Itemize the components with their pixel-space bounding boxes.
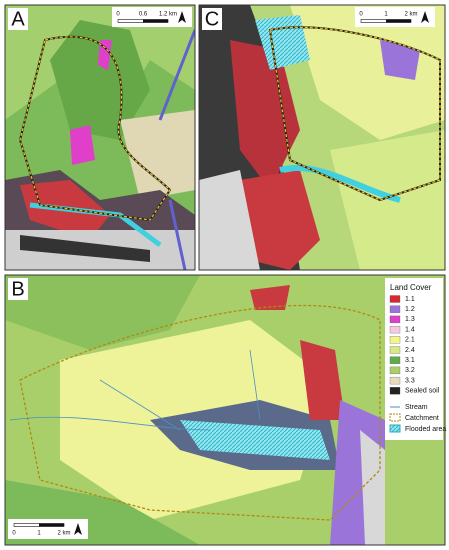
legend-label: 1.4 [405,326,415,333]
scale-label: 0 [359,12,363,18]
legend-label: 2.1 [405,337,415,344]
legend-label: Stream [405,404,428,411]
panel-label: A [11,8,25,30]
catchment-swatch [389,413,401,422]
scale-label: 2 km [404,12,417,18]
legend-label: 3.1 [405,357,415,364]
scale-bar [39,523,64,527]
scale-label: 1 [384,12,388,18]
legend-label: 1.2 [405,306,415,313]
legend-label: Catchment [405,415,439,422]
map-panel-c [199,5,445,270]
legend-label: 1.1 [405,296,415,303]
scale-bar [386,19,411,23]
legend-swatch [389,346,401,354]
map-panel-a [5,5,195,270]
legend-label: 3.2 [405,367,415,374]
north-arrow [74,523,82,535]
panel-label: B [11,278,24,300]
legend-swatch [389,356,401,364]
legend: Land Cover Stream Catchment Flooded area… [389,283,446,433]
scale-label: 0 [12,531,16,537]
legend-swatch [389,387,401,395]
legend-swatch [389,376,401,385]
map-panel-b [5,275,445,545]
panel-label-box [8,8,28,30]
north-arrow [421,11,429,23]
panel-label-box [202,8,222,30]
legend-label: 1.3 [405,316,415,323]
legend-label: 3.3 [405,377,415,384]
panel-frame [4,4,196,271]
legend-swatch [389,325,401,334]
panel-label-box [8,278,28,300]
legend-swatch [389,315,401,324]
panel-label: C [205,8,219,30]
scale-label: 1.2 km [159,12,177,18]
legend-title: Land Cover [390,283,432,292]
scale-label: 0 [116,12,120,18]
legend-swatch [389,366,401,375]
scale-bar [143,19,168,23]
panel-frame [4,274,446,546]
scale-label: 2 km [57,531,70,537]
legend-swatch [389,305,401,313]
legend-swatch [389,295,401,303]
legend-label: Sealed soil [405,388,440,395]
north-arrow [178,11,186,23]
scale-label: 1 [37,531,41,537]
legend-label: Flooded area [405,426,446,433]
legend-swatch [389,336,401,344]
scale-label: 0.6 [139,12,148,18]
panel-frame [198,4,446,271]
legend-label: 2.4 [405,347,415,354]
flooded-swatch [389,424,401,433]
